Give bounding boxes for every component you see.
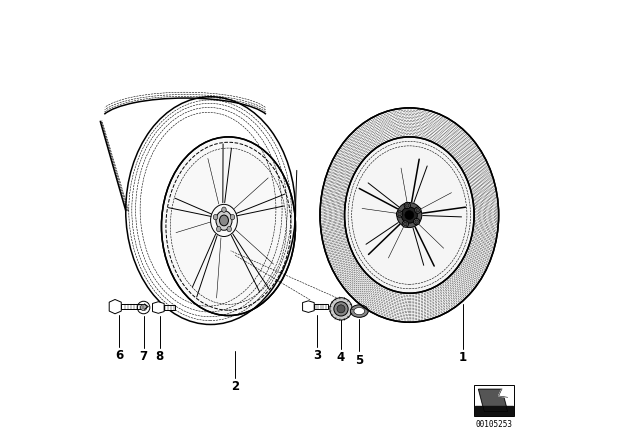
Ellipse shape — [350, 305, 368, 317]
Ellipse shape — [404, 222, 407, 226]
Ellipse shape — [354, 307, 365, 314]
Ellipse shape — [397, 202, 422, 228]
Ellipse shape — [213, 215, 218, 220]
FancyBboxPatch shape — [164, 305, 175, 310]
Text: 4: 4 — [337, 351, 345, 364]
FancyBboxPatch shape — [474, 385, 515, 416]
Ellipse shape — [216, 211, 232, 230]
Text: 3: 3 — [313, 349, 321, 362]
Ellipse shape — [330, 297, 352, 320]
Text: 6: 6 — [115, 349, 124, 362]
Ellipse shape — [401, 207, 417, 223]
Ellipse shape — [320, 108, 499, 322]
Ellipse shape — [344, 137, 474, 293]
Polygon shape — [479, 389, 508, 412]
Ellipse shape — [415, 207, 421, 213]
Text: 7: 7 — [140, 350, 148, 363]
Ellipse shape — [413, 219, 420, 225]
Ellipse shape — [161, 137, 296, 315]
Ellipse shape — [230, 215, 235, 220]
Polygon shape — [303, 301, 314, 312]
Ellipse shape — [337, 305, 345, 313]
Polygon shape — [109, 299, 121, 314]
Text: 8: 8 — [156, 350, 164, 363]
Ellipse shape — [227, 226, 232, 232]
Polygon shape — [476, 406, 513, 415]
Ellipse shape — [221, 207, 226, 212]
Ellipse shape — [216, 226, 221, 232]
FancyBboxPatch shape — [121, 304, 145, 309]
Polygon shape — [499, 389, 508, 397]
Text: 1: 1 — [459, 351, 467, 364]
Text: 00105253: 00105253 — [476, 420, 513, 429]
Ellipse shape — [398, 212, 401, 216]
Text: 2: 2 — [231, 380, 239, 393]
Ellipse shape — [405, 211, 414, 220]
Ellipse shape — [416, 208, 420, 212]
Ellipse shape — [334, 302, 348, 316]
Ellipse shape — [404, 202, 410, 209]
Text: 5: 5 — [355, 353, 364, 366]
Ellipse shape — [402, 221, 408, 227]
Polygon shape — [152, 302, 164, 313]
Ellipse shape — [140, 304, 147, 310]
Ellipse shape — [415, 220, 419, 224]
Ellipse shape — [220, 215, 228, 226]
Ellipse shape — [406, 204, 409, 207]
Ellipse shape — [396, 211, 403, 217]
FancyBboxPatch shape — [314, 304, 328, 309]
